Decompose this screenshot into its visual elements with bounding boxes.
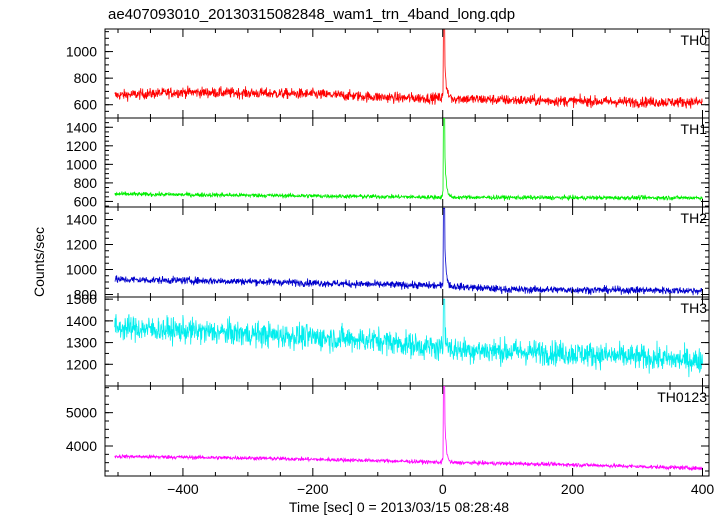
panel-th2: 800 1000 1200 1400 TH2 (66, 206, 709, 303)
y-tick-label: 1300 (66, 335, 97, 351)
x-tick-label: 400 (691, 481, 715, 497)
y-tick-label: 800 (74, 287, 98, 303)
chart-title: ae407093010_20130315082848_wam1_trn_4ban… (108, 6, 515, 23)
y-tick-label: 1200 (66, 356, 97, 372)
panel-label: TH0123 (657, 389, 707, 405)
x-tick-label: 0 (439, 481, 447, 497)
panel-label: TH2 (681, 210, 708, 226)
x-tick-label: 200 (561, 481, 585, 497)
y-tick-label: 1200 (66, 237, 97, 253)
panels-group: 600 800 1000 TH0 600 800 1000 1200 1400 TH1 800 100… (66, 29, 709, 476)
y-tick-label: 1400 (66, 119, 97, 135)
y-tick-label: 4000 (66, 438, 97, 454)
y-tick-label: 5000 (66, 405, 97, 421)
series-th3 (114, 298, 703, 378)
panel-label: TH1 (681, 121, 708, 137)
y-tick-label: 600 (74, 193, 98, 209)
panel-th3: 1200 1300 1400 1500 TH3 (66, 291, 709, 387)
y-tick-label: 600 (74, 97, 98, 113)
plot-frame (104, 28, 710, 477)
y-tick-label: 1500 (66, 291, 97, 307)
panel-th1: 600 800 1000 1200 1400 TH1 (66, 117, 709, 209)
panel-label: TH3 (681, 300, 708, 316)
x-tick-label: −400 (167, 481, 199, 497)
x-axis-label: Time [sec] 0 = 2013/03/15 08:28:48 (289, 499, 509, 515)
series-th0123 (114, 386, 703, 471)
panel-th0: 600 800 1000 TH0 (66, 29, 709, 119)
x-tick-label: −200 (297, 481, 329, 497)
series-th0 (114, 29, 703, 109)
y-tick-label: 1200 (66, 138, 97, 154)
y-tick-label: 1000 (66, 156, 97, 172)
panel-label: TH0 (681, 32, 708, 48)
panel-th0123: 4000 5000 TH0123 (66, 386, 709, 476)
series-th1 (114, 118, 703, 202)
y-tick-label: 800 (74, 175, 98, 191)
y-tick-label: 1400 (66, 212, 97, 228)
series-th2 (114, 207, 703, 296)
x-axis: −400 −200 0 200 400 (167, 481, 714, 497)
y-tick-label: 1000 (66, 262, 97, 278)
y-axis-label: Counts/sec (31, 227, 47, 297)
y-tick-label: 1000 (66, 44, 97, 60)
y-tick-label: 800 (74, 70, 98, 86)
y-tick-label: 1400 (66, 313, 97, 329)
